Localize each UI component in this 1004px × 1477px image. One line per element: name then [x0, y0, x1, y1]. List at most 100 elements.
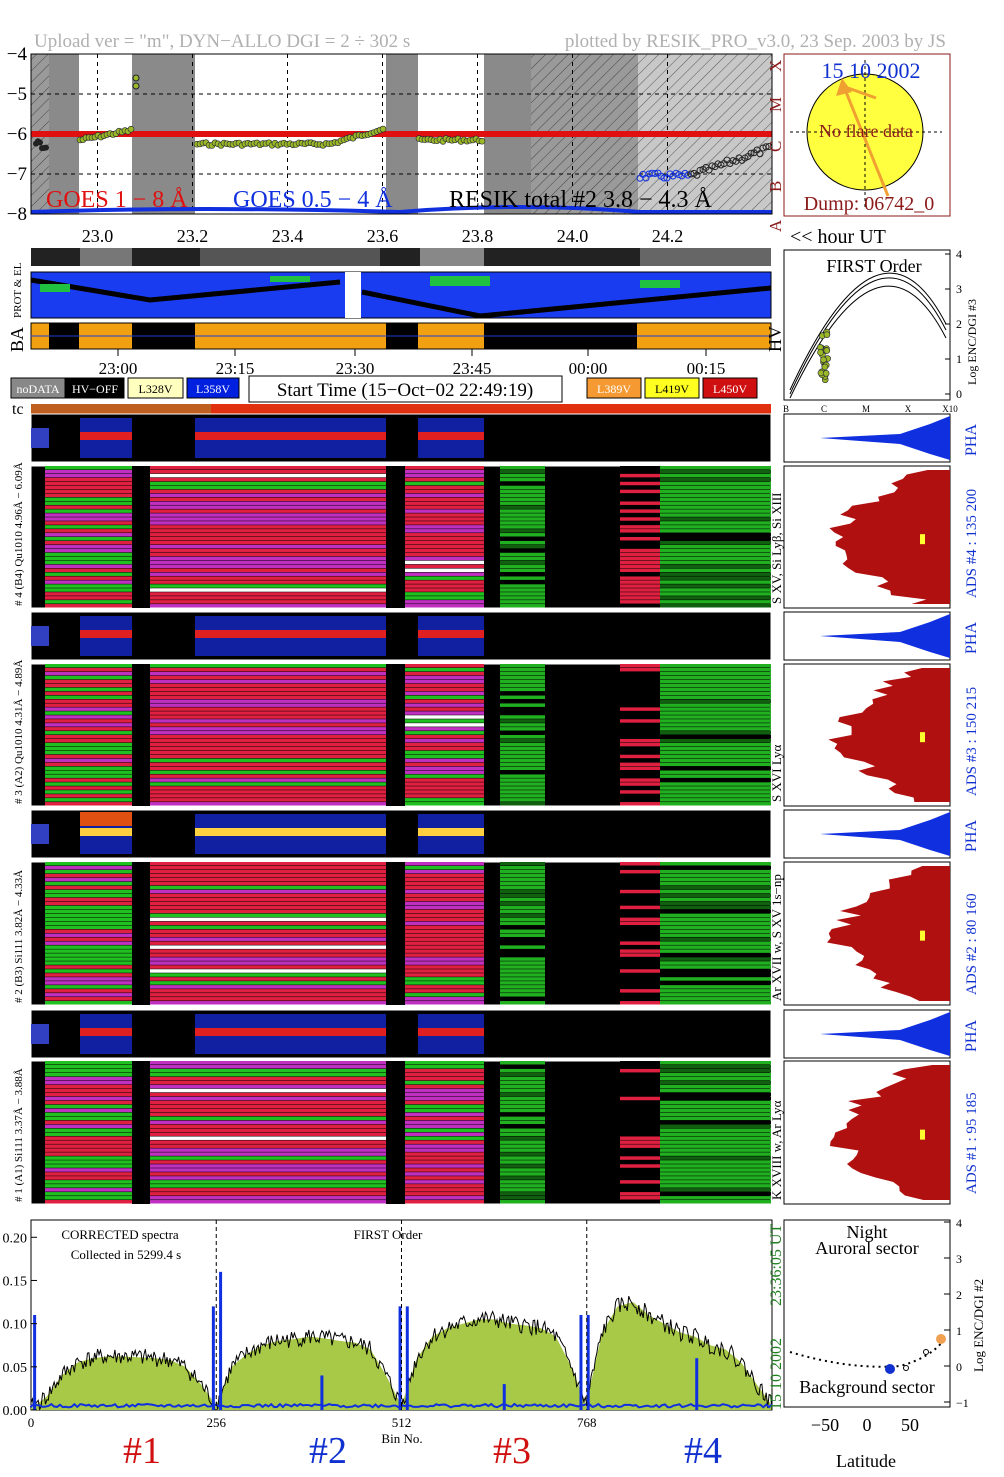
spectrogram-row	[500, 711, 545, 715]
spectrogram-row	[405, 1061, 484, 1065]
spectrogram-row	[405, 667, 484, 672]
spectra-y-tick: 0.15	[3, 1274, 28, 1289]
spectrogram-row	[150, 905, 386, 910]
spectrogram-row	[500, 929, 545, 933]
first-order-y-tick: 3	[956, 282, 962, 296]
hv-legend: noDATA HV−OFF L328V L358V L389V L419V L450V	[10, 377, 758, 399]
pha-strip	[30, 611, 772, 661]
spectrogram-row	[45, 703, 132, 707]
spectrogram-row	[150, 1136, 386, 1140]
spectrogram-row	[150, 989, 386, 993]
spectrogram-row	[405, 977, 484, 981]
spectrogram-row	[45, 929, 132, 933]
ads-label: ADS #4 : 135 200	[964, 489, 980, 598]
channel-number-label: #1	[123, 1430, 161, 1472]
legend-swatch	[702, 377, 758, 399]
spectrogram-row	[500, 1172, 545, 1176]
first-order-y-ticks: 4 3 2 1 0	[945, 247, 962, 401]
ads-histogram	[829, 470, 950, 604]
spectrogram-row	[405, 596, 484, 600]
spectrogram-row	[500, 1104, 545, 1109]
spectrogram-row	[500, 548, 545, 553]
spectrogram-row	[45, 1124, 132, 1129]
spectrogram-row	[45, 533, 132, 537]
first-order-x-tick: M	[862, 404, 870, 414]
spectrogram-row	[405, 1176, 484, 1180]
spectrogram-row	[45, 493, 132, 498]
spectrogram-row	[660, 675, 771, 680]
header-plotted: plotted by RESIK_PRO_v3.0, 23 Sep. 2003 …	[565, 31, 946, 52]
spectrogram-row	[620, 1168, 660, 1172]
spectrogram-row	[620, 897, 660, 902]
spectrogram-row	[405, 965, 484, 969]
spectrogram-row	[620, 683, 660, 688]
spectrogram-row	[620, 961, 660, 965]
spectrogram-row	[500, 1112, 545, 1117]
spectrogram-row	[500, 1152, 545, 1156]
spectrogram-row	[620, 1061, 660, 1065]
resik-point	[756, 150, 764, 158]
spectrogram-row	[150, 537, 386, 541]
spectrogram-row	[500, 687, 545, 692]
spectrogram-row	[620, 1120, 660, 1125]
spectrogram-row	[45, 1136, 132, 1140]
arrow-icon	[836, 78, 852, 96]
spectrogram-row	[45, 1084, 132, 1089]
spectrogram-row	[620, 592, 660, 596]
spectrogram-row	[620, 794, 660, 798]
spectrogram-row	[45, 1072, 132, 1077]
spectrogram-row	[405, 905, 484, 910]
spectrogram-row	[405, 1168, 484, 1172]
spectrogram-row	[620, 501, 660, 505]
spectrogram-row	[660, 790, 771, 794]
spectrogram-row	[45, 750, 132, 755]
spectrogram-row	[500, 1084, 545, 1089]
spectrogram-row	[620, 568, 660, 572]
spectrogram-row	[405, 1192, 484, 1196]
legend-swatch	[586, 377, 642, 399]
spectra-note-1: CORRECTED spectra	[61, 1227, 179, 1242]
spectrogram-row	[660, 981, 771, 985]
orbit-end-marker	[936, 1334, 946, 1344]
spectrogram-row	[405, 1172, 484, 1176]
spectrogram-row	[45, 957, 132, 961]
spectrogram-row	[620, 1164, 660, 1168]
spectrogram-row	[405, 913, 484, 918]
spectrogram-row	[150, 877, 386, 882]
spectrogram-row	[500, 909, 545, 914]
spectrogram-row	[660, 802, 771, 806]
spectrogram-row	[150, 1092, 386, 1097]
orbit-y-tick: 2	[956, 1288, 962, 1302]
spectrogram-row	[660, 1192, 771, 1196]
spectrogram-row	[150, 533, 386, 537]
spectrogram-row	[500, 778, 545, 782]
spectrogram-row	[620, 921, 660, 926]
spectrogram-row	[45, 798, 132, 802]
spectrogram-row	[405, 1080, 484, 1085]
spectrogram-row	[405, 735, 484, 739]
goes-x-tick: 23.0	[82, 226, 114, 246]
spectrogram-row	[405, 989, 484, 993]
spectrogram-row	[405, 588, 484, 592]
spectrogram-row	[620, 1180, 660, 1184]
spectrogram-row	[660, 493, 771, 498]
spectrogram-row	[500, 715, 545, 719]
hour-ut-label: << hour UT	[790, 226, 886, 248]
spectrogram-row	[500, 719, 545, 723]
spectrogram-row	[500, 1064, 545, 1069]
spectrogram-row	[45, 735, 132, 739]
spectrogram-row	[405, 1188, 484, 1192]
spectrogram-row	[45, 1104, 132, 1109]
spectrogram-row	[150, 731, 386, 735]
spectrogram-row	[405, 901, 484, 906]
spectra-y-ticks: 0.20 0.15 0.10 0.05 0.00	[3, 1231, 37, 1419]
spectrum-line	[30, 1348, 217, 1412]
spectrogram-row	[620, 727, 660, 731]
spectrogram-row	[660, 544, 771, 549]
spectrogram-row	[45, 699, 132, 703]
resik-point	[379, 125, 387, 133]
spectrogram-row	[45, 1088, 132, 1093]
spectrogram-row	[620, 746, 660, 751]
spectrogram-row	[45, 715, 132, 719]
channel-lines-label: S XVI Lyα	[769, 744, 784, 802]
